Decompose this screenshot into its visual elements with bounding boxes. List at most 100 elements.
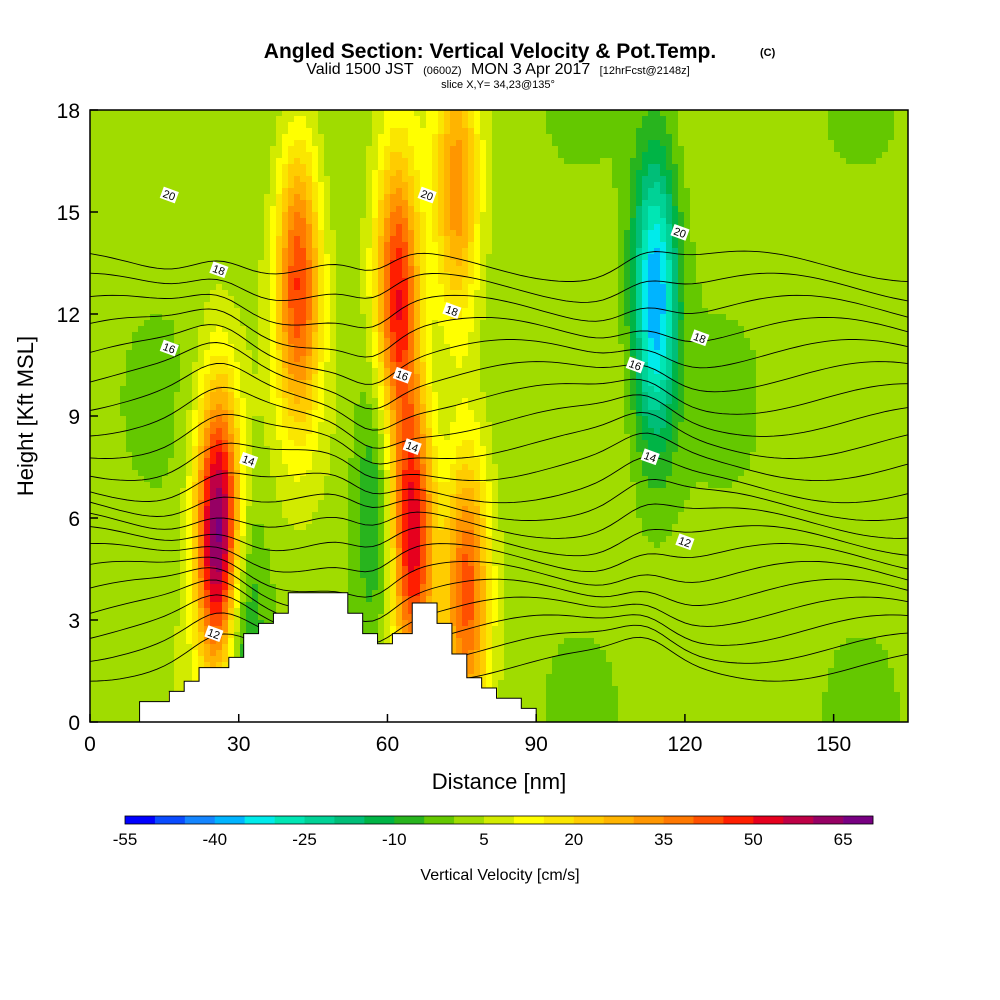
field-cell: [204, 428, 211, 435]
field-cell: [150, 452, 157, 459]
field-cell: [306, 428, 313, 435]
field-cell: [174, 410, 181, 417]
field-cell: [378, 314, 385, 321]
field-cell: [108, 470, 115, 477]
field-cell: [258, 572, 265, 579]
field-cell: [324, 194, 331, 201]
field-cell: [366, 356, 373, 363]
field-cell: [366, 272, 373, 279]
field-cell: [186, 422, 193, 429]
field-cell: [198, 314, 205, 321]
field-cell: [294, 302, 301, 309]
field-cell: [90, 302, 97, 309]
field-cell: [150, 380, 157, 387]
field-cell: [150, 386, 157, 393]
field-cell: [264, 428, 271, 435]
field-cell: [318, 230, 325, 237]
field-cell: [198, 506, 205, 513]
field-cell: [264, 596, 271, 603]
field-cell: [330, 272, 337, 279]
field-cell: [180, 380, 187, 387]
field-cell: [378, 164, 385, 171]
field-cell: [234, 302, 241, 309]
field-cell: [336, 446, 343, 453]
field-cell: [204, 392, 211, 399]
field-cell: [102, 716, 109, 722]
field-cell: [354, 248, 361, 255]
field-cell: [282, 224, 289, 231]
field-cell: [162, 248, 169, 255]
field-cell: [222, 596, 229, 603]
field-cell: [258, 374, 265, 381]
field-cell: [114, 152, 121, 159]
field-cell: [162, 482, 169, 489]
field-cell: [366, 524, 373, 531]
field-cell: [276, 488, 283, 495]
field-cell: [102, 476, 109, 483]
field-cell: [126, 380, 133, 387]
field-cell: [336, 110, 343, 117]
field-cell: [222, 176, 229, 183]
field-cell: [162, 476, 169, 483]
field-cell: [300, 320, 307, 327]
field-cell: [168, 200, 175, 207]
field-cell: [180, 620, 187, 627]
field-cell: [252, 404, 259, 411]
field-cell: [90, 566, 97, 573]
field-cell: [174, 542, 181, 549]
field-cell: [96, 110, 103, 117]
field-cell: [240, 608, 247, 615]
field-cell: [312, 386, 319, 393]
field-cell: [144, 506, 151, 513]
field-cell: [366, 254, 373, 261]
field-cell: [192, 248, 199, 255]
field-cell: [240, 542, 247, 549]
field-cell: [348, 254, 355, 261]
field-cell: [198, 140, 205, 147]
field-cell: [318, 422, 325, 429]
field-cell: [150, 224, 157, 231]
field-cell: [174, 416, 181, 423]
field-cell: [210, 524, 217, 531]
field-cell: [258, 578, 265, 585]
field-cell: [180, 446, 187, 453]
field-cell: [102, 632, 109, 639]
field-cell: [186, 560, 193, 567]
field-cell: [312, 374, 319, 381]
field-cell: [378, 470, 385, 477]
field-cell: [132, 128, 139, 135]
field-cell: [300, 254, 307, 261]
field-cell: [132, 650, 139, 657]
field-cell: [228, 608, 235, 615]
field-cell: [198, 350, 205, 357]
field-cell: [318, 488, 325, 495]
field-cell: [258, 176, 265, 183]
field-cell: [120, 500, 127, 507]
field-cell: [216, 188, 223, 195]
field-cell: [168, 416, 175, 423]
field-cell: [366, 200, 373, 207]
field-cell: [318, 284, 325, 291]
field-cell: [354, 290, 361, 297]
field-cell: [324, 158, 331, 165]
field-cell: [294, 248, 301, 255]
field-cell: [204, 182, 211, 189]
field-cell: [366, 314, 373, 321]
field-cell: [228, 164, 235, 171]
field-cell: [330, 212, 337, 219]
field-cell: [348, 260, 355, 267]
field-cell: [246, 482, 253, 489]
field-cell: [246, 140, 253, 147]
field-cell: [216, 524, 223, 531]
field-cell: [300, 182, 307, 189]
field-cell: [138, 302, 145, 309]
field-cell: [96, 602, 103, 609]
field-cell: [216, 584, 223, 591]
field-cell: [198, 266, 205, 273]
field-cell: [156, 626, 163, 633]
field-cell: [366, 452, 373, 459]
field-cell: [168, 632, 175, 639]
field-cell: [258, 236, 265, 243]
field-cell: [306, 236, 313, 243]
field-cell: [258, 302, 265, 309]
